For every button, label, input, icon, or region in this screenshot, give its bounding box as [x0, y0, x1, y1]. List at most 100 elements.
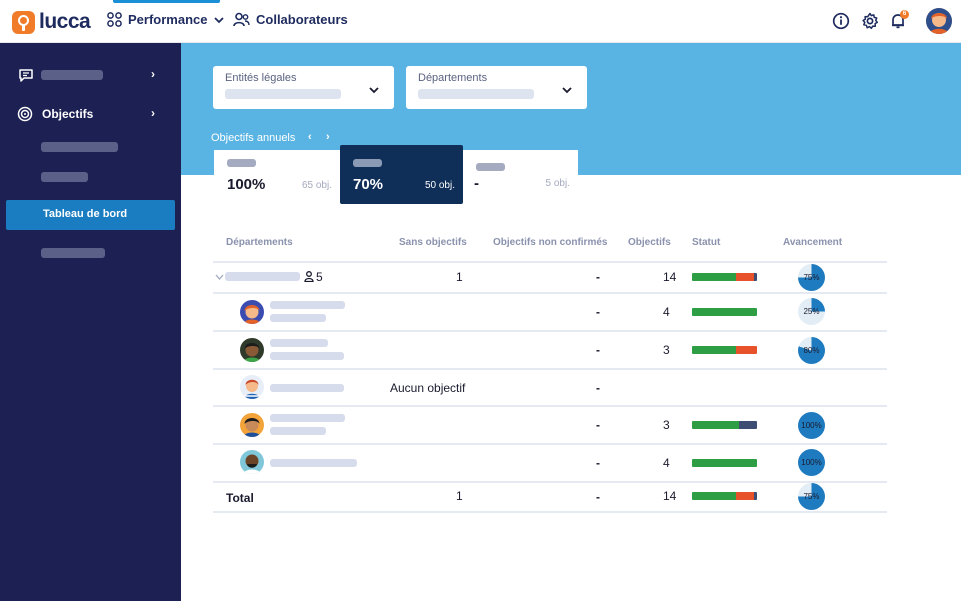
- progress-label: 75%: [803, 273, 820, 282]
- cell-non-confirmes: -: [596, 490, 600, 504]
- sidebar-subitem-placeholder[interactable]: [41, 142, 118, 152]
- sidebar-item-messages[interactable]: ›: [0, 67, 181, 83]
- table-divider: [213, 292, 887, 294]
- summary-card[interactable]: 100% 65 obj.: [214, 150, 340, 199]
- sidebar-item-label-placeholder: [41, 70, 103, 80]
- cell-sans-objectifs: 1: [456, 270, 463, 284]
- summary-card-selected[interactable]: 70% 50 obj.: [340, 145, 463, 204]
- filter-value-placeholder: [225, 89, 341, 99]
- status-bar-segment: [753, 273, 757, 281]
- status-bar-segment: [692, 346, 737, 354]
- user-avatar-icon: [926, 8, 952, 34]
- nav-performance[interactable]: Performance: [107, 12, 226, 27]
- status-bar-segment: [736, 346, 757, 354]
- status-bar-segment: [736, 273, 754, 281]
- cell-non-confirmes: -: [596, 343, 600, 357]
- card-title-placeholder: [353, 159, 382, 167]
- cell-objectifs: 14: [663, 270, 677, 284]
- sidebar-item-tableau-de-bord[interactable]: Tableau de bord: [6, 200, 175, 230]
- nav-collaborateurs-label: Collaborateurs: [256, 12, 348, 27]
- column-header-departements[interactable]: Départements: [226, 237, 293, 248]
- summary-card[interactable]: - 5 obj.: [463, 150, 578, 199]
- cell-non-confirmes: -: [596, 305, 600, 319]
- cell-objectifs: 3: [663, 418, 670, 432]
- status-bar: [692, 459, 757, 467]
- grid-icon: [107, 12, 122, 27]
- sidebar-subitem-placeholder[interactable]: [41, 172, 88, 182]
- progress-label: 75%: [803, 492, 820, 501]
- info-icon[interactable]: [832, 12, 850, 30]
- employee-role-placeholder: [270, 352, 344, 360]
- sidebar-item-objectifs-label: Objectifs: [42, 107, 94, 121]
- employee-name-placeholder: [270, 414, 345, 422]
- member-count: 5: [316, 270, 323, 284]
- status-bar-segment: [736, 492, 754, 500]
- employee-avatar: [240, 338, 264, 362]
- nav-performance-label: Performance: [128, 12, 208, 27]
- nav-collaborateurs[interactable]: Collaborateurs: [233, 12, 348, 27]
- cell-objectifs: 4: [663, 305, 670, 319]
- gear-icon[interactable]: [861, 12, 879, 30]
- employee-name-placeholder: [270, 384, 344, 392]
- progress-label: 80%: [803, 346, 820, 355]
- total-label: Total: [226, 491, 254, 505]
- table-divider: [213, 405, 887, 407]
- column-header-avancement[interactable]: Avancement: [783, 237, 843, 248]
- card-percentage: 70%: [353, 176, 384, 193]
- status-bar: [692, 421, 757, 429]
- user-avatar[interactable]: [926, 8, 952, 34]
- period-prev-button[interactable]: ‹: [308, 131, 312, 143]
- cell-sans-objectifs: 1: [456, 489, 463, 503]
- progress-label: 100%: [801, 458, 822, 467]
- sidebar-item-objectifs[interactable]: Objectifs ›: [0, 105, 181, 123]
- period-label: Objectifs annuels: [211, 132, 296, 144]
- column-header-non-confirmes[interactable]: Objectifs non confirmés: [493, 237, 608, 248]
- employee-avatar: [240, 300, 264, 324]
- employee-avatar: [240, 375, 264, 399]
- card-percentage: -: [474, 175, 479, 192]
- filter-entites-legales[interactable]: Entités légales: [213, 66, 394, 109]
- card-title-placeholder: [227, 159, 256, 167]
- status-bar-segment: [692, 492, 737, 500]
- progress-pie: 25%: [798, 298, 825, 325]
- bell-icon[interactable]: [889, 12, 907, 30]
- chevron-down-icon: [562, 87, 572, 94]
- period-next-button[interactable]: ›: [326, 131, 330, 143]
- chevron-right-icon: ›: [151, 106, 155, 120]
- column-header-sans-objectifs[interactable]: Sans objectifs: [399, 237, 467, 248]
- employee-name-placeholder: [270, 301, 345, 309]
- table-divider: [213, 261, 887, 263]
- filter-label: Entités légales: [225, 72, 297, 84]
- status-bar: [692, 273, 757, 281]
- cell-sans-objectifs: Aucun objectif: [390, 381, 466, 395]
- sidebar-subitem-placeholder[interactable]: [41, 248, 105, 258]
- status-bar-segment: [738, 421, 757, 429]
- cell-non-confirmes: -: [596, 418, 600, 432]
- progress-label: 100%: [801, 421, 822, 430]
- filter-label: Départements: [418, 72, 488, 84]
- chevron-right-icon: ›: [151, 67, 155, 81]
- card-count: 5 obj.: [545, 178, 570, 189]
- progress-pie: 75%: [798, 264, 825, 291]
- card-title-placeholder: [476, 163, 505, 171]
- table-divider: [213, 330, 887, 332]
- status-bar-segment: [753, 492, 757, 500]
- employee-avatar: [240, 450, 264, 474]
- column-header-statut[interactable]: Statut: [692, 237, 721, 248]
- lucca-logo[interactable]: lucca: [12, 10, 91, 34]
- column-header-objectifs[interactable]: Objectifs: [628, 237, 671, 248]
- target-icon: [17, 106, 33, 122]
- progress-pie: 75%: [798, 483, 825, 510]
- top-bar: lucca Performance Collaborateurs: [0, 0, 961, 43]
- cell-non-confirmes: -: [596, 456, 600, 470]
- status-bar-segment: [692, 308, 757, 316]
- table-divider: [213, 511, 887, 513]
- employee-role-placeholder: [270, 314, 326, 322]
- status-bar: [692, 308, 757, 316]
- status-bar: [692, 346, 757, 354]
- filter-departements[interactable]: Départements: [406, 66, 587, 109]
- employee-avatar: [240, 413, 264, 437]
- card-count: 65 obj.: [301, 180, 332, 191]
- status-bar-segment: [692, 421, 739, 429]
- chevron-down-icon[interactable]: [215, 274, 224, 280]
